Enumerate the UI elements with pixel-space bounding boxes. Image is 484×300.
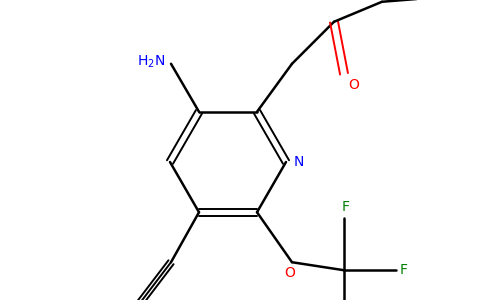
Text: CH$_3$: CH$_3$ <box>436 0 464 2</box>
Text: O: O <box>348 78 360 92</box>
Text: O: O <box>285 266 295 280</box>
Text: F: F <box>400 263 408 277</box>
Text: N: N <box>294 155 304 169</box>
Text: H$_2$N: H$_2$N <box>137 54 165 70</box>
Text: O: O <box>378 0 390 3</box>
Text: F: F <box>342 200 350 214</box>
